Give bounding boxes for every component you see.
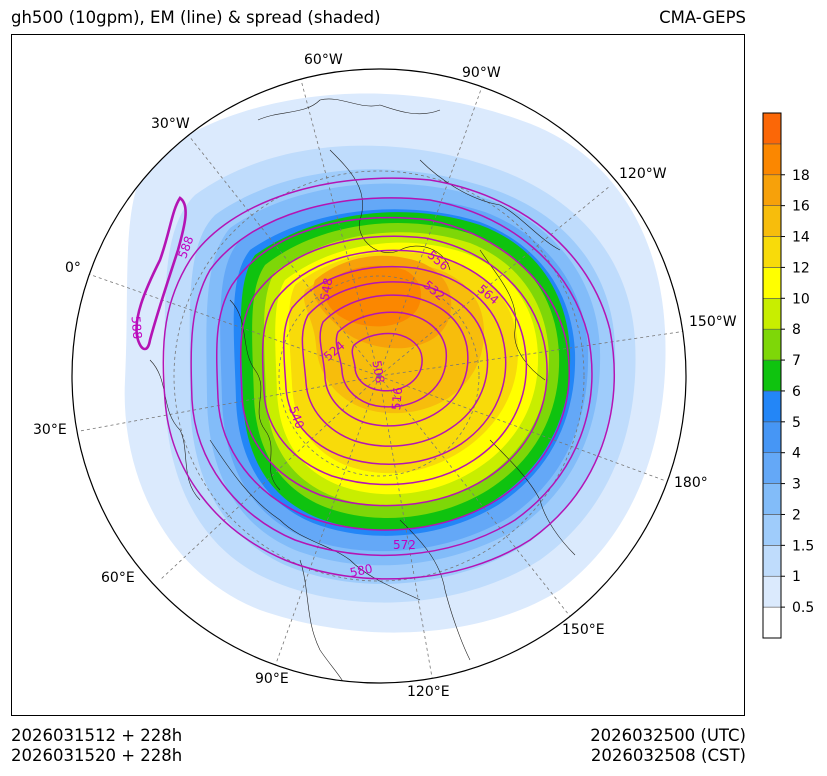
colorbar-tick-label: 2 (792, 507, 801, 523)
colorbar-swatch (762, 514, 782, 546)
colorbar-swatch (762, 236, 782, 268)
graticule (79, 75, 686, 683)
map-frame (11, 34, 745, 716)
map-boundary-circle (71, 68, 687, 684)
lon-label-150w: 150°W (689, 314, 737, 330)
contour-label: 516 (389, 387, 405, 411)
colorbar-swatch (762, 421, 782, 454)
colorbar-swatch (762, 174, 782, 206)
model-name: CMA-GEPS (659, 8, 746, 27)
lon-label-90e: 90°E (255, 671, 289, 687)
lon-label-30e: 30°E (33, 422, 67, 438)
colorbar-swatch (762, 328, 782, 361)
colorbar-tick-label: 16 (792, 199, 810, 215)
contour-label: 572 (393, 538, 416, 552)
lon-label-150e: 150°E (562, 622, 605, 638)
lon-label-180: 180° (674, 475, 708, 491)
colorbar-swatch (762, 143, 782, 176)
colorbar-tick-label: 18 (792, 168, 810, 184)
contour-540 (283, 265, 507, 465)
valid-time-utc: 2026032500 (UTC) (590, 726, 746, 745)
colorbar-swatch (762, 483, 782, 515)
colorbar-tick-label: 7 (792, 353, 801, 369)
contour-label: 588 (129, 316, 145, 340)
colorbar-tick-label: 6 (792, 384, 801, 400)
colorbar-tick-label: 0.5 (792, 600, 814, 616)
contour-572 (190, 197, 593, 556)
lon-label-60e: 60°E (101, 570, 135, 586)
colorbar-tick-label: 14 (792, 230, 810, 246)
lon-label-120w: 120°W (619, 166, 667, 182)
contour-524 (319, 294, 469, 427)
lon-label-30w: 30°W (151, 116, 190, 132)
contour-548 (261, 249, 528, 486)
colorbar-swatch (762, 205, 782, 237)
contour-label: 508 (369, 359, 387, 384)
colorbar-swatch (762, 606, 782, 639)
contour-580 (162, 177, 615, 580)
contour-516 (335, 311, 448, 408)
colorbar-swatch (762, 545, 782, 577)
colorbar-swatch (762, 390, 782, 423)
contour-556 (239, 235, 548, 507)
colorbar-swatch (762, 112, 782, 145)
lon-label-60w: 60°W (304, 52, 343, 68)
colorbar-tick-label: 5 (792, 415, 801, 431)
colorbar-tick-label: 4 (792, 446, 801, 462)
lon-label-0: 0° (65, 260, 81, 276)
contour-564 (216, 216, 570, 531)
colorbar-tick-label: 1 (792, 569, 801, 585)
colorbar-swatch (762, 452, 782, 484)
colorbar-swatch (762, 575, 782, 608)
contour-label: 580 (349, 561, 374, 579)
init-time-utc: 2026031512 + 228h (11, 726, 183, 745)
colorbar-frame (762, 112, 782, 639)
em-contours (135, 177, 615, 580)
contour-588-west (135, 196, 187, 351)
colorbar-swatch (762, 267, 782, 299)
longitude-label-group: 60°W 90°W 30°W 120°W 0° 150°W 30°E 180° … (33, 52, 737, 700)
map-disk (72, 69, 686, 683)
colorbar-tick-label: 3 (792, 477, 801, 493)
chart-title: gh500 (10gpm), EM (line) & spread (shade… (11, 8, 381, 27)
contour-532 (301, 281, 489, 447)
spread-16 (322, 265, 422, 327)
contour-508 (351, 332, 423, 392)
colorbar-tick-label: 12 (792, 260, 810, 276)
init-time-cst: 2026031520 + 228h (11, 746, 183, 765)
colorbar-tick-label: 1.5 (792, 538, 814, 554)
colorbar-swatch (762, 359, 782, 392)
colorbar-tick-label: 8 (792, 322, 801, 338)
colorbar-tick-label: 10 (792, 291, 810, 307)
valid-time-cst: 2026032508 (CST) (590, 746, 746, 765)
contour-label: 548 (318, 277, 336, 302)
lon-label-90w: 90°W (462, 65, 501, 81)
lon-label-120e: 120°E (407, 684, 450, 700)
colorbar-swatch (762, 297, 782, 330)
colorbar: 0.5 1 1.5 2 3 4 5 6 7 8 10 12 14 16 18 (762, 112, 814, 639)
